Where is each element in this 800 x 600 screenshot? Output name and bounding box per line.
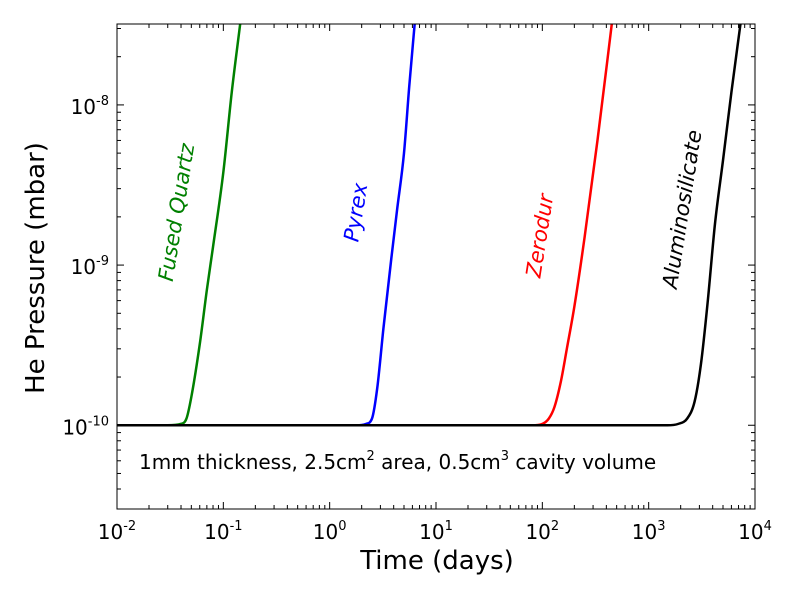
series-lines bbox=[117, 24, 742, 427]
annotation-area-exponent: 2 bbox=[367, 449, 375, 464]
series-label-zerodur: Zerodur bbox=[521, 191, 558, 280]
x-tick-label: 103 bbox=[632, 519, 666, 544]
y-axis-title: He Pressure (mbar) bbox=[21, 142, 51, 394]
series-label-fused-quartz: Fused Quartz bbox=[154, 141, 200, 283]
x-tick-label: 101 bbox=[419, 519, 453, 544]
x-tick-label: 104 bbox=[738, 519, 772, 544]
series-label-pyrex: Pyrex bbox=[339, 181, 372, 244]
annotation-area-volume: area, 0.5cm bbox=[375, 450, 501, 474]
x-tick-label: 100 bbox=[313, 519, 347, 544]
plot-frame bbox=[116, 23, 756, 510]
annotation-cavity: cavity volume bbox=[509, 450, 656, 474]
x-tick-label: 10-2 bbox=[98, 519, 136, 544]
x-tick-label: 10-1 bbox=[204, 519, 242, 544]
annotation-thickness-area: 1mm thickness, 2.5cm bbox=[139, 450, 367, 474]
y-tick-label: 10-10 bbox=[62, 414, 109, 439]
series-label-aluminosilicate: Aluminosilicate bbox=[658, 128, 707, 292]
tick-labels: 10-2 10-1 100 101 102 103 104 10-10 10-9 10-8 bbox=[62, 94, 772, 544]
plot-annotation: 1mm thickness, 2.5cm2 area, 0.5cm3 cavit… bbox=[139, 449, 656, 474]
y-tick-label: 10-9 bbox=[71, 254, 109, 279]
series-line-aluminosilicate bbox=[117, 24, 742, 427]
axis-ticks bbox=[116, 24, 756, 510]
series-labels: Fused Quartz Pyrex Zerodur Aluminosilicate bbox=[154, 128, 707, 292]
annotation-volume-exponent: 3 bbox=[501, 449, 509, 464]
x-tick-label: 102 bbox=[525, 519, 559, 544]
x-axis-title: Time (days) bbox=[359, 546, 514, 576]
y-tick-label: 10-8 bbox=[71, 94, 109, 119]
